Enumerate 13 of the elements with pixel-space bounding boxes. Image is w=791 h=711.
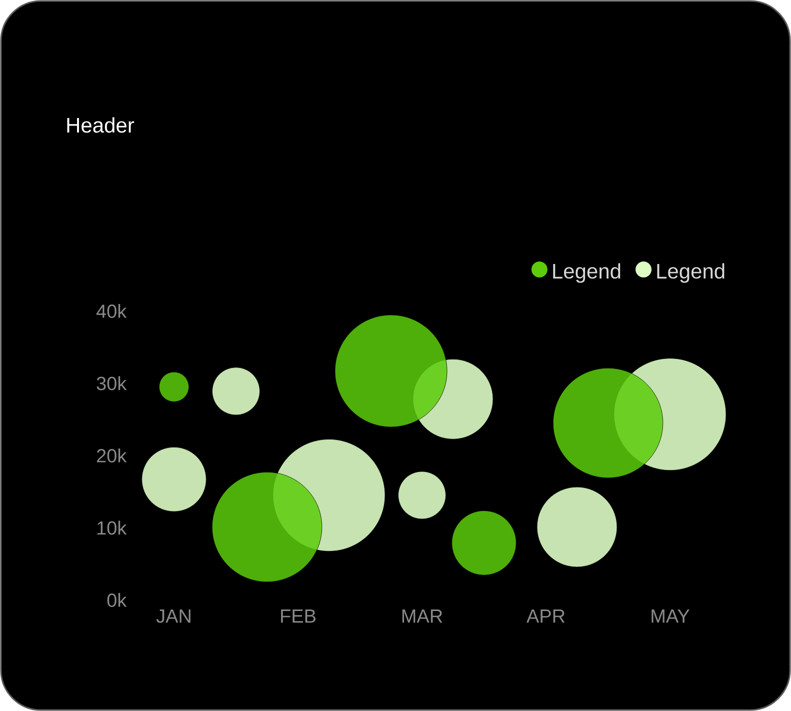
y-tick-label: 30k bbox=[96, 376, 127, 390]
x-tick-label: MAR bbox=[402, 610, 442, 623]
y-tick-label: 0k bbox=[107, 593, 127, 607]
chart-title: Header bbox=[67, 117, 134, 133]
y-tick-label: 10k bbox=[97, 520, 127, 535]
y-tick-label: 40k bbox=[96, 304, 127, 318]
legend-label: Legend bbox=[657, 263, 724, 283]
x-tick-label: JAN bbox=[156, 610, 190, 623]
x-tick-label: MAY bbox=[652, 610, 690, 623]
legend-label: Legend bbox=[553, 263, 620, 283]
x-tick-label: FEB bbox=[281, 610, 316, 623]
x-tick-label: APR bbox=[526, 610, 565, 623]
y-tick-label: 20k bbox=[96, 448, 127, 462]
